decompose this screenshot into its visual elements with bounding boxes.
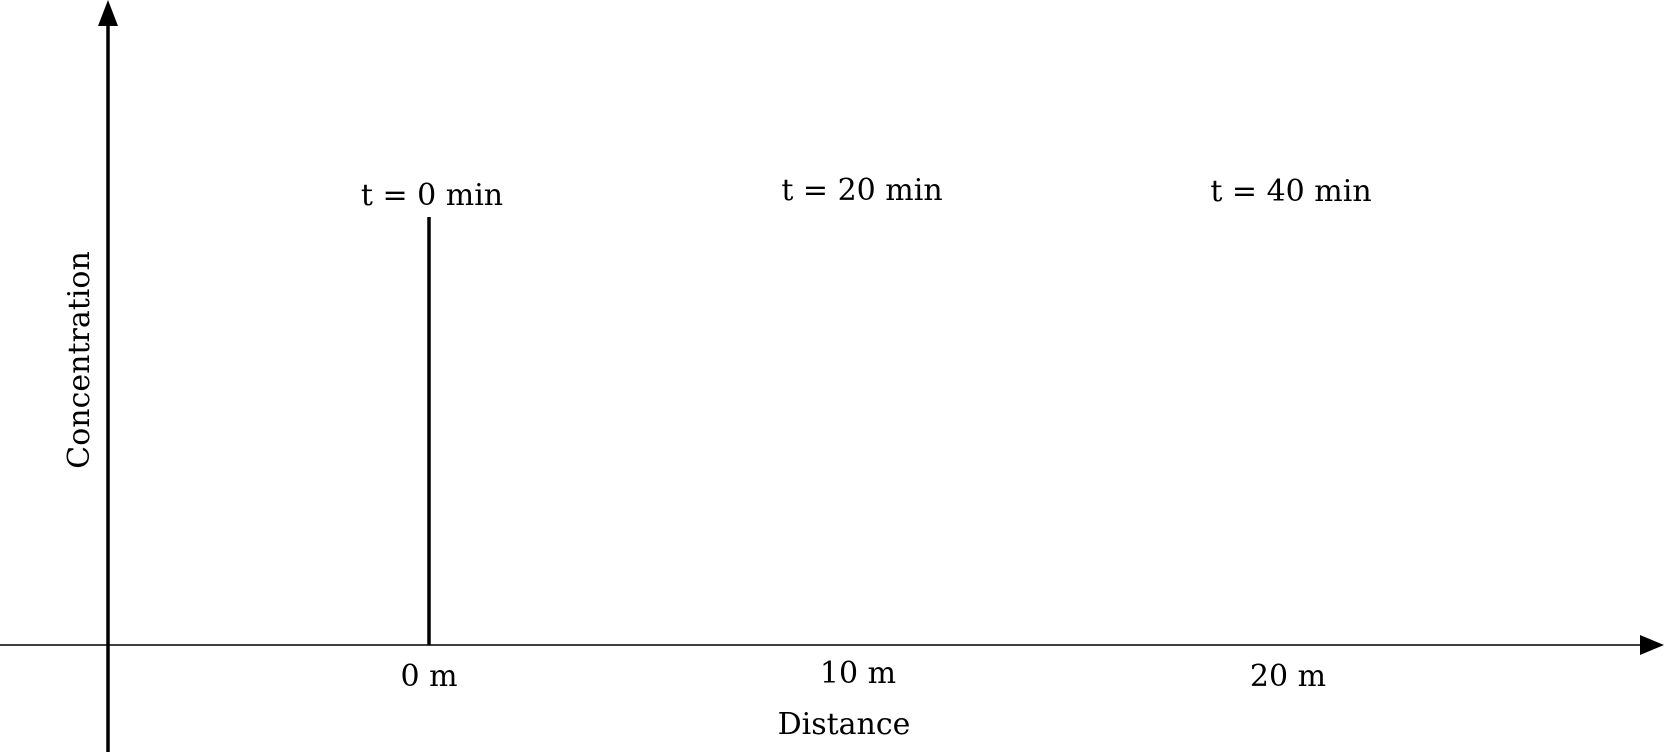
distance-label-10: 10 m: [820, 656, 896, 691]
y-axis-arrowhead: [98, 0, 118, 26]
distance-label-20: 20 m: [1250, 659, 1326, 694]
x-axis-label: Distance: [778, 707, 911, 742]
time-label-40: t = 40 min: [1210, 174, 1371, 209]
time-label-20: t = 20 min: [781, 173, 942, 208]
x-axis-arrowhead: [1640, 635, 1664, 655]
time-label-0: t = 0 min: [361, 178, 503, 213]
y-axis-label: Concentration: [62, 251, 97, 469]
distance-label-0: 0 m: [400, 659, 457, 694]
